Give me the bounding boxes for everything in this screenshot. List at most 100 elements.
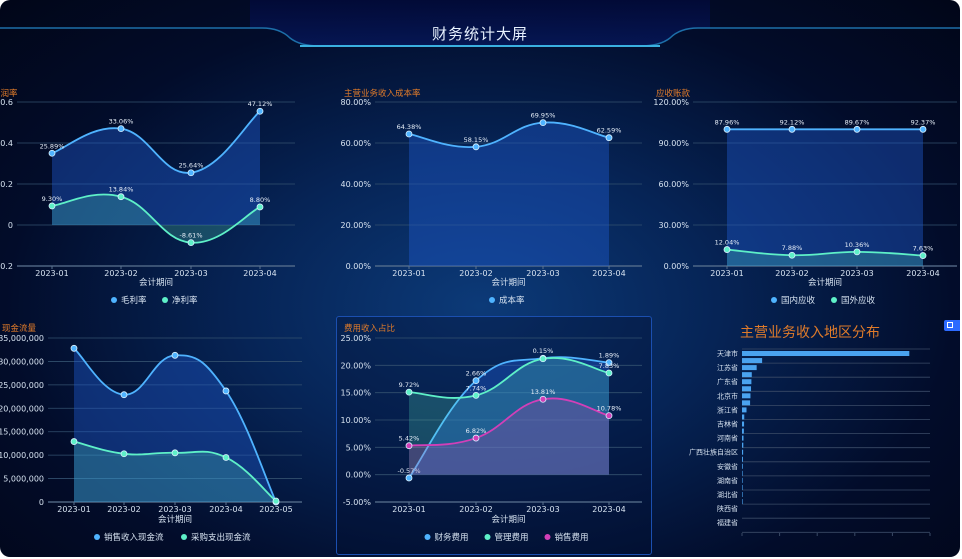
y-tick-label: 0.00% — [346, 471, 372, 480]
y-tick-label: 20,000,000 — [0, 404, 44, 413]
bar[interactable] — [742, 365, 757, 371]
data-label: 13.81% — [531, 388, 556, 396]
bar[interactable] — [742, 400, 751, 406]
data-point[interactable] — [853, 248, 861, 256]
data-point[interactable] — [919, 125, 927, 133]
legend-marker[interactable] — [484, 534, 491, 540]
legend-marker[interactable] — [111, 297, 117, 303]
bar[interactable] — [742, 372, 752, 378]
data-point[interactable] — [171, 351, 179, 359]
bar[interactable] — [742, 456, 743, 462]
bar[interactable] — [742, 351, 910, 356]
data-point[interactable] — [539, 355, 547, 363]
data-label: 2.66% — [466, 370, 487, 378]
bar[interactable] — [742, 470, 743, 476]
bar[interactable] — [742, 414, 745, 420]
legend-marker[interactable] — [181, 534, 187, 540]
data-point[interactable] — [70, 438, 78, 445]
bar[interactable] — [742, 492, 743, 497]
data-point[interactable] — [222, 454, 230, 461]
data-point[interactable] — [539, 395, 547, 403]
legend-marker[interactable] — [831, 297, 837, 303]
data-point[interactable] — [48, 202, 56, 210]
x-axis-label: 会计期间 — [491, 514, 525, 525]
data-point[interactable] — [605, 134, 613, 142]
bar[interactable] — [742, 358, 763, 364]
data-point[interactable] — [70, 344, 78, 352]
data-point[interactable] — [919, 252, 927, 259]
bar[interactable] — [742, 484, 743, 490]
data-label: 1.89% — [599, 352, 620, 360]
y-tick-label: 0.4 — [0, 139, 13, 148]
series-area — [74, 348, 276, 502]
bar[interactable] — [742, 407, 747, 413]
data-point[interactable] — [472, 391, 480, 399]
data-point[interactable] — [187, 239, 195, 247]
data-point[interactable] — [605, 412, 613, 420]
legend-marker[interactable] — [489, 297, 495, 303]
data-point[interactable] — [472, 143, 480, 151]
data-point[interactable] — [256, 107, 264, 115]
bar[interactable] — [742, 393, 751, 399]
data-point[interactable] — [405, 442, 413, 450]
x-tick-label: 2023-02 — [107, 505, 140, 514]
data-point[interactable] — [120, 391, 128, 399]
y-tick-label: 5,000,000 — [3, 475, 44, 484]
legend-item: 管理费用 — [495, 532, 529, 543]
bar[interactable] — [742, 499, 743, 505]
y-tick-label: 30.00% — [658, 221, 689, 230]
bar[interactable] — [742, 428, 744, 434]
data-point[interactable] — [472, 434, 480, 442]
legend-marker[interactable] — [424, 534, 431, 540]
data-point[interactable] — [405, 474, 413, 482]
data-point[interactable] — [723, 246, 731, 253]
y-tick-label: 25,000,000 — [0, 381, 44, 390]
bar-category-label: 江苏省 — [717, 363, 738, 372]
legend-marker[interactable] — [94, 534, 100, 540]
x-tick-label: 2023-01 — [57, 505, 90, 514]
bar[interactable] — [742, 477, 743, 483]
y-tick-label: 0.00% — [664, 262, 690, 271]
data-point[interactable] — [788, 251, 796, 259]
x-tick-label: 2023-02 — [459, 505, 492, 514]
data-point[interactable] — [539, 119, 547, 127]
data-point[interactable] — [605, 359, 613, 367]
legend-marker[interactable] — [544, 534, 551, 540]
data-point[interactable] — [256, 203, 264, 211]
data-point[interactable] — [723, 125, 731, 133]
data-point[interactable] — [405, 388, 413, 396]
y-tick-label: 15,000,000 — [0, 428, 44, 437]
bar[interactable] — [742, 386, 752, 392]
data-label: 9.72% — [399, 381, 420, 389]
data-point[interactable] — [222, 387, 230, 395]
save-image-icon — [947, 322, 953, 328]
data-point[interactable] — [472, 377, 480, 385]
save-image-button[interactable] — [944, 320, 960, 331]
data-point[interactable] — [272, 497, 280, 505]
bar[interactable] — [742, 442, 744, 448]
x-tick-label: 2023-03 — [840, 269, 873, 278]
data-point[interactable] — [120, 450, 128, 458]
bar-category-label: 北京市 — [717, 391, 738, 400]
data-point[interactable] — [605, 369, 613, 377]
data-label: 10.78% — [597, 405, 622, 413]
data-point[interactable] — [48, 149, 56, 157]
legend-marker[interactable] — [162, 297, 168, 303]
bar[interactable] — [742, 463, 743, 469]
data-point[interactable] — [171, 449, 179, 457]
data-point[interactable] — [117, 193, 125, 201]
y-tick-label: 0.00% — [346, 262, 372, 271]
series-area — [409, 122, 609, 266]
legend-marker[interactable] — [771, 297, 777, 303]
bar[interactable] — [742, 421, 745, 427]
data-point[interactable] — [187, 169, 195, 177]
data-point[interactable] — [853, 125, 861, 133]
y-tick-label: 5.00% — [346, 443, 372, 452]
bar[interactable] — [742, 449, 744, 455]
bar[interactable] — [742, 379, 752, 385]
bar-category-label: 湖北省 — [717, 490, 738, 499]
data-point[interactable] — [405, 130, 413, 138]
data-point[interactable] — [117, 125, 125, 133]
bar[interactable] — [742, 435, 744, 441]
data-point[interactable] — [788, 125, 796, 133]
